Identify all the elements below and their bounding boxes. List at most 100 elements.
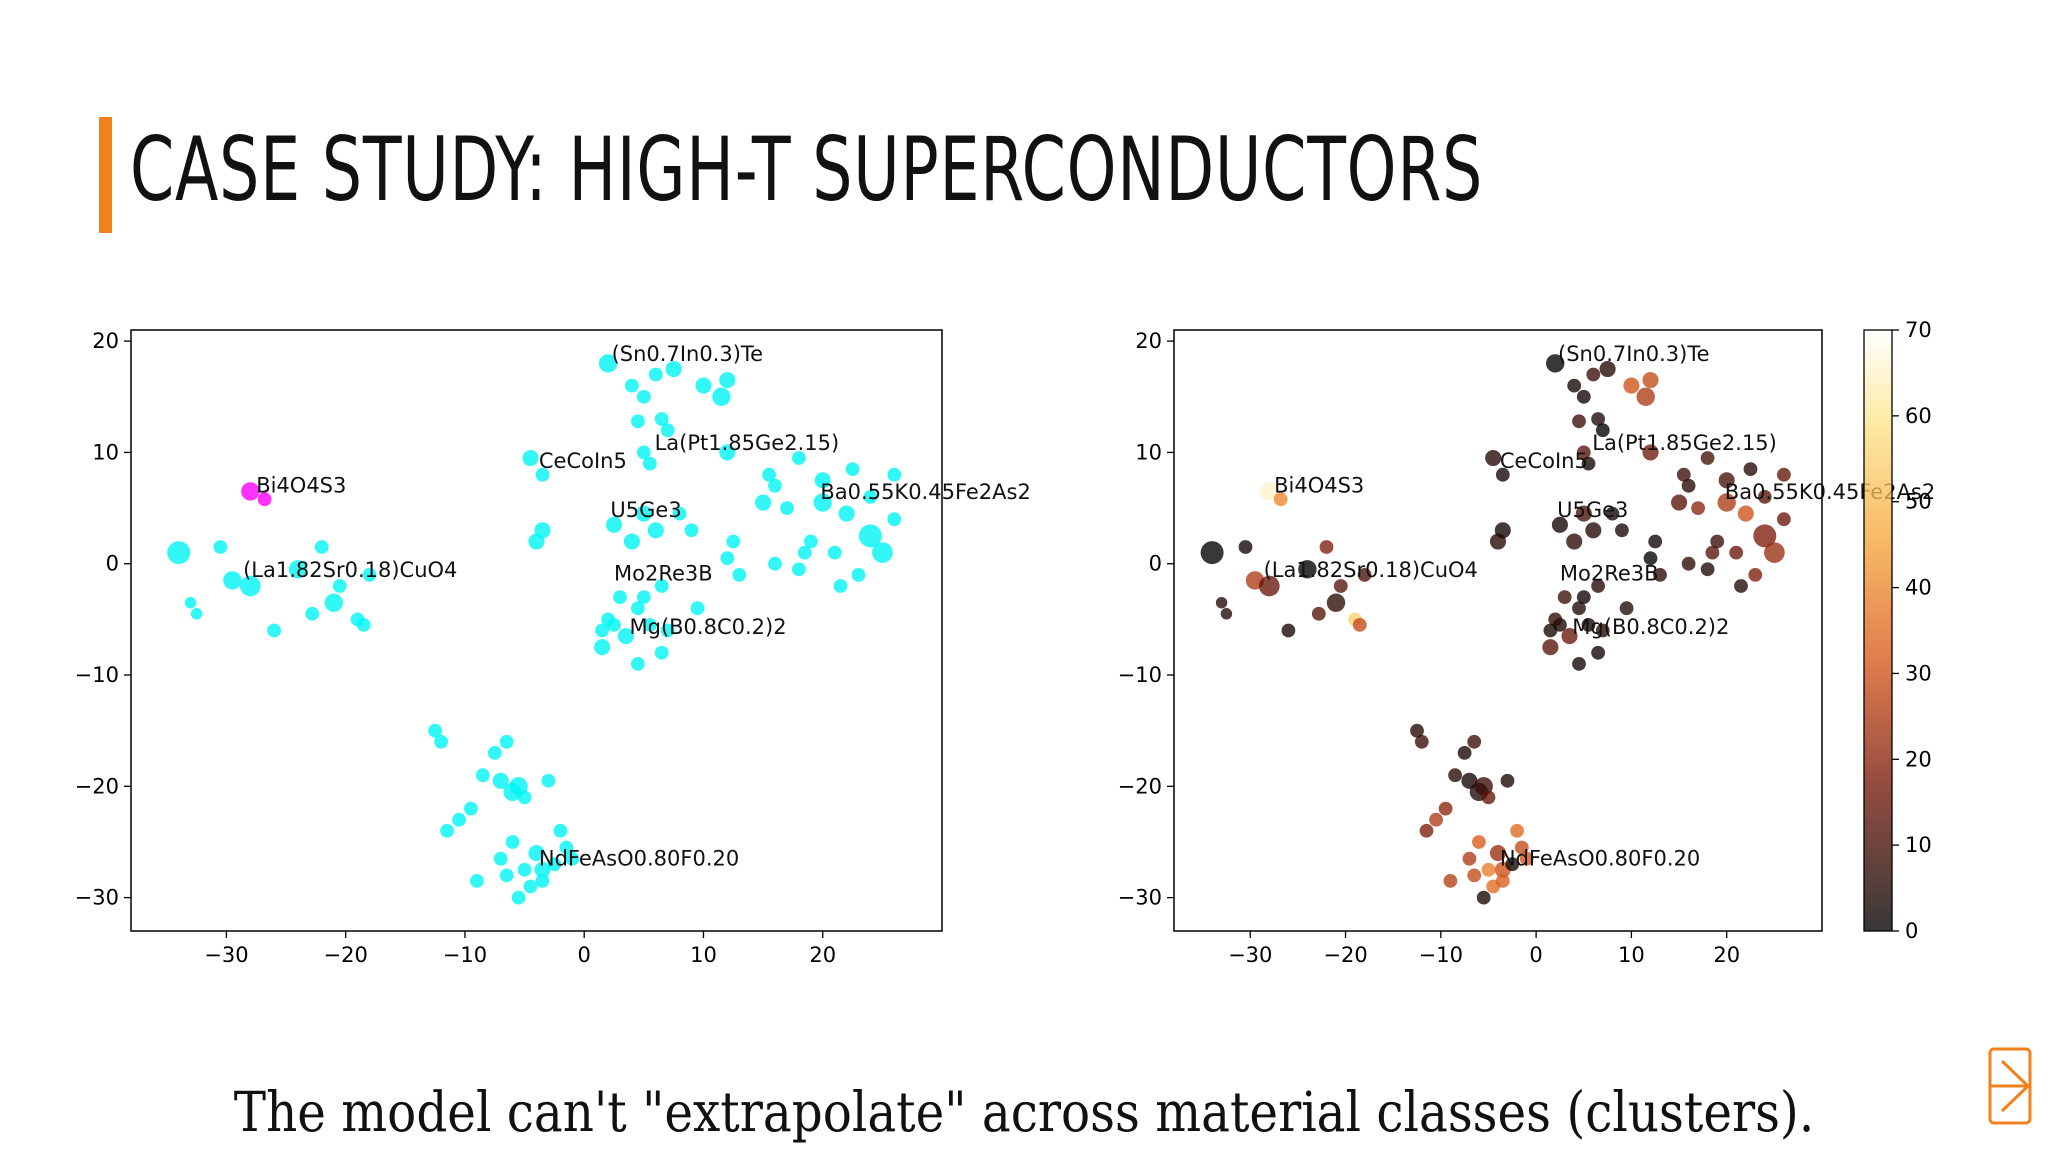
data-point <box>1717 493 1736 512</box>
data-point <box>1700 451 1715 465</box>
data-point <box>534 861 551 878</box>
data-point <box>1561 628 1578 645</box>
data-point <box>1566 533 1583 550</box>
data-point <box>631 601 645 616</box>
data-point <box>605 516 623 533</box>
point-annotation: Mo2Re3B <box>614 561 713 585</box>
data-point <box>1777 467 1791 482</box>
data-point <box>1200 541 1224 565</box>
data-point <box>1485 449 1502 467</box>
y-tick-label: 10 <box>92 440 119 464</box>
data-point <box>1743 462 1758 476</box>
data-point <box>797 545 812 560</box>
data-point <box>523 879 538 894</box>
data-point <box>1576 590 1591 604</box>
data-point <box>528 533 545 550</box>
data-point <box>792 562 806 577</box>
data-point <box>813 493 832 512</box>
data-point <box>1500 773 1515 788</box>
data-point <box>1273 492 1288 507</box>
data-point <box>1472 835 1486 849</box>
data-point <box>1753 524 1777 548</box>
data-point <box>1557 590 1572 604</box>
data-point <box>547 857 562 872</box>
data-point <box>1281 623 1296 638</box>
point-annotation: Mo2Re3B <box>1560 561 1659 585</box>
data-point <box>690 601 705 616</box>
data-point <box>887 512 902 527</box>
data-point <box>595 623 609 638</box>
data-point <box>1298 560 1317 579</box>
point-annotation: Ba0.55K0.45Fe2As2 <box>1725 480 1935 504</box>
data-point <box>660 623 675 638</box>
data-point <box>1729 545 1744 560</box>
point-annotation: (Sn0.7In0.3)Te <box>612 342 764 366</box>
book-icon <box>1988 1047 2032 1125</box>
data-point <box>726 534 741 549</box>
data-point <box>684 523 699 538</box>
x-tick-label: −20 <box>1323 943 1367 967</box>
data-point <box>1718 472 1735 489</box>
data-point <box>223 571 242 590</box>
data-point <box>1567 378 1582 393</box>
data-point <box>617 628 634 645</box>
data-point <box>356 618 371 632</box>
x-tick-label: −10 <box>1419 943 1463 967</box>
data-point <box>1671 494 1688 511</box>
data-point <box>487 746 502 760</box>
data-point <box>1576 445 1591 460</box>
data-point <box>732 568 747 582</box>
data-point <box>1548 612 1563 627</box>
x-tick-label: −20 <box>324 943 368 967</box>
data-point <box>625 378 639 393</box>
data-point <box>493 851 508 866</box>
x-tick-label: −30 <box>204 943 248 967</box>
data-point <box>528 845 545 862</box>
data-point <box>440 823 454 838</box>
data-point <box>601 612 615 627</box>
point-annotation: (La1.82Sr0.18)CuO4 <box>243 558 457 582</box>
colorbar-frame <box>1863 329 1893 932</box>
data-point <box>672 506 687 521</box>
data-point <box>332 579 347 593</box>
point-annotation: CeCoIn5 <box>539 449 627 473</box>
y-tick-label: 20 <box>1135 329 1162 353</box>
data-point <box>362 568 377 582</box>
data-point <box>642 456 657 471</box>
data-point <box>636 445 651 460</box>
data-point <box>1591 645 1605 660</box>
data-point <box>1457 746 1472 760</box>
data-point <box>190 608 203 620</box>
colorbar: 0 10 20 30 40 50 60 70 <box>1863 318 1932 943</box>
data-point <box>1700 562 1715 577</box>
data-point <box>1681 478 1696 493</box>
data-point <box>1476 890 1491 905</box>
data-point <box>1519 851 1534 866</box>
data-point <box>1414 734 1429 749</box>
data-point <box>598 354 618 373</box>
data-point <box>1467 868 1482 883</box>
y-tick-label: −10 <box>1118 663 1162 687</box>
data-point <box>559 840 574 855</box>
x-tick-label: 20 <box>809 943 836 967</box>
y-tick-label: 0 <box>1149 552 1162 576</box>
data-point <box>1260 482 1279 501</box>
x-tick-label: 0 <box>578 943 591 967</box>
data-point <box>1605 506 1620 521</box>
data-point <box>780 501 794 515</box>
data-point <box>1642 444 1659 461</box>
data-point <box>1467 734 1482 749</box>
point-annotation: Mg(B0.8C0.2)2 <box>1572 615 1729 639</box>
title-accent-bar <box>99 117 112 233</box>
data-point <box>695 377 712 394</box>
data-point <box>872 542 893 563</box>
data-point <box>1514 840 1529 855</box>
data-point <box>1642 372 1659 389</box>
data-point <box>1551 516 1568 533</box>
data-point <box>1326 593 1346 612</box>
data-point <box>565 851 580 866</box>
data-point <box>492 772 509 789</box>
data-point <box>1572 657 1586 671</box>
data-point <box>1737 505 1754 522</box>
